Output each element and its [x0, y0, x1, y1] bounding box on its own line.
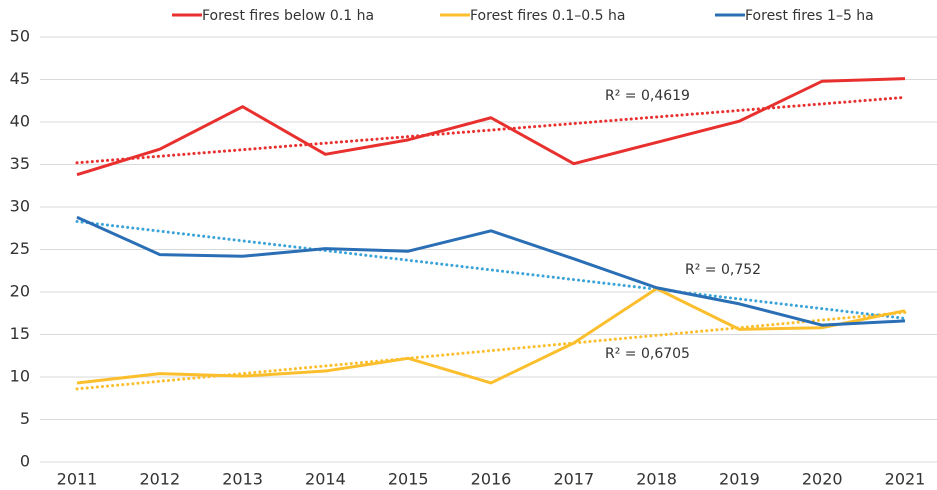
x-tick-label: 2015: [388, 470, 429, 489]
x-tick-label: 2020: [802, 470, 843, 489]
x-tick-label: 2021: [885, 470, 926, 489]
x-tick-label: 2016: [471, 470, 512, 489]
y-tick-label: 10: [10, 367, 30, 386]
trend-line: [75, 95, 907, 165]
r2-annotation: R² = 0,4619: [605, 88, 690, 104]
series-line: [76, 77, 906, 177]
legend-label: Forest fires 1–5 ha: [745, 8, 874, 24]
y-tick-label: 15: [10, 324, 30, 343]
x-tick-label: 2017: [553, 470, 594, 489]
legend-label: Forest fires below 0.1 ha: [202, 8, 374, 24]
series-line: [76, 215, 906, 327]
x-tick-label: 2014: [305, 470, 346, 489]
legend-label: Forest fires 0.1–0.5 ha: [470, 8, 625, 24]
y-tick-label: 0: [20, 452, 30, 471]
x-tick-label: 2011: [57, 470, 98, 489]
trend-line: [75, 219, 907, 320]
series-line: [76, 287, 906, 385]
y-tick-label: 25: [10, 239, 30, 258]
y-tick-label: 50: [10, 27, 30, 46]
x-tick-label: 2013: [222, 470, 263, 489]
y-tick-label: 5: [20, 409, 30, 428]
x-tick-label: 2018: [636, 470, 677, 489]
r2-annotation: R² = 0,752: [685, 262, 761, 278]
y-tick-label: 20: [10, 282, 30, 301]
y-tick-label: 45: [10, 69, 30, 88]
y-tick-label: 35: [10, 154, 30, 173]
y-tick-label: 30: [10, 197, 30, 216]
x-tick-label: 2012: [139, 470, 180, 489]
y-tick-label: 40: [10, 112, 30, 131]
r2-annotation: R² = 0,6705: [605, 346, 690, 362]
x-tick-label: 2019: [719, 470, 760, 489]
